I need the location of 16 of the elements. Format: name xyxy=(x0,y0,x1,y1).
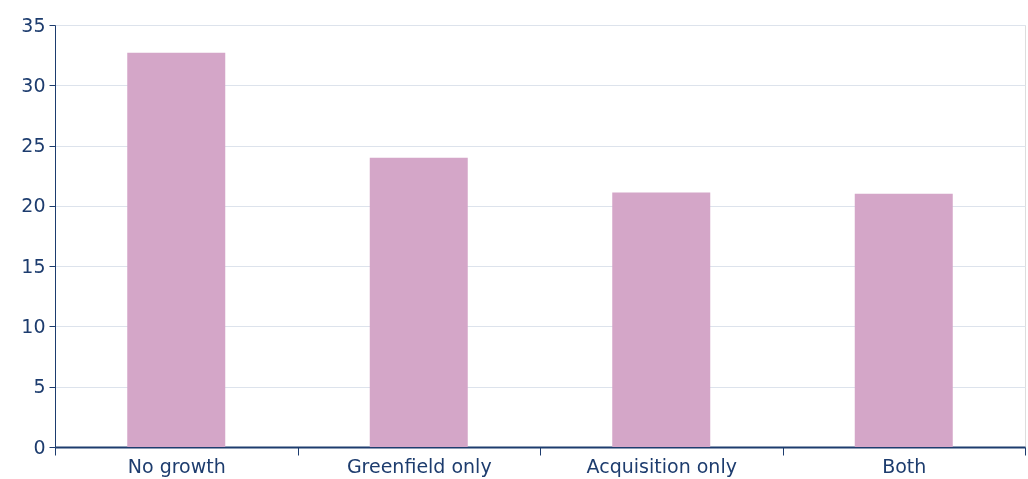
bar xyxy=(369,157,468,447)
y-tick-label: 10 xyxy=(21,314,46,337)
x-tick-label: Greenfield only xyxy=(346,454,492,477)
y-tick-label: 35 xyxy=(21,13,46,36)
y-tick-label: 25 xyxy=(21,134,46,157)
bar xyxy=(612,192,711,447)
x-tick-label: No growth xyxy=(127,454,226,477)
bar xyxy=(854,193,953,447)
y-tick-label: 15 xyxy=(21,254,46,277)
y-tick-label: 0 xyxy=(33,435,46,458)
x-tick-label: Acquisition only xyxy=(586,454,737,477)
y-tick-label: 30 xyxy=(21,73,46,96)
x-tick-label: Both xyxy=(882,454,927,477)
y-tick-label: 5 xyxy=(33,375,46,398)
bar xyxy=(127,52,226,447)
y-tick-label: 20 xyxy=(21,194,46,217)
